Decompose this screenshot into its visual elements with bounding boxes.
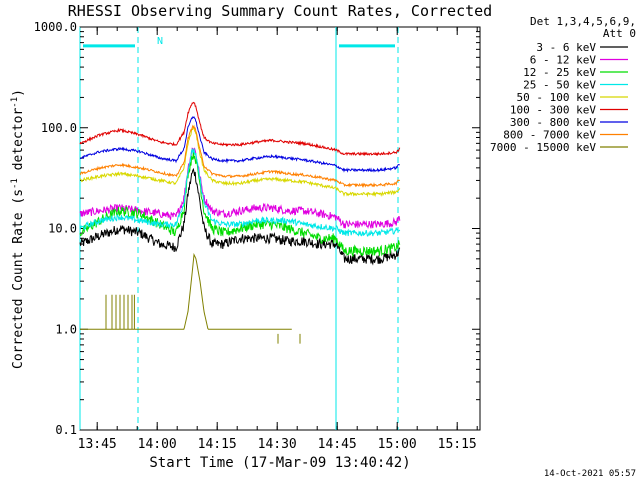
legend-label-5: 100 - 300 keV xyxy=(510,104,596,117)
x-tick-label-5: 15:00 xyxy=(378,437,417,452)
y-axis-label: Corrected Count Rate (s-1 detector-1) xyxy=(10,89,26,369)
series-line-5 xyxy=(79,101,401,157)
legend-label-6: 300 - 800 keV xyxy=(510,116,596,129)
night-saa-markers xyxy=(79,27,399,430)
legend-header-line1: Det 1,3,4,5,6,9, xyxy=(530,15,636,28)
y-axis-label-main: Corrected Count Rate (s xyxy=(11,189,26,369)
x-tick-labels: 13:45 14:00 14:15 14:30 14:45 15:00 15:15 xyxy=(78,437,477,452)
chart-title: RHESSI Observing Summary Count Rates, Co… xyxy=(68,2,492,20)
series-line-4 xyxy=(79,124,401,198)
axis-ticks xyxy=(80,26,480,431)
y-tick-label-1: 100.0 xyxy=(41,121,77,135)
plot-frame xyxy=(79,26,481,431)
legend-label-3: 25 - 50 keV xyxy=(523,79,596,92)
series-line-6 xyxy=(79,116,400,173)
legend-label-1: 6 - 12 keV xyxy=(530,54,597,67)
legend-label-2: 12 - 25 keV xyxy=(523,66,596,79)
y-tick-label-4: 0.1 xyxy=(55,423,77,437)
y-tick-label-3: 1.0 xyxy=(55,322,77,336)
series-line-2 xyxy=(79,150,401,258)
series-layer xyxy=(79,101,401,344)
series-line-3 xyxy=(79,148,401,237)
legend-label-7: 800 - 7000 keV xyxy=(503,129,596,142)
y-axis-label-end: ) xyxy=(11,89,26,97)
series-line-0 xyxy=(79,167,401,266)
y-axis-label-mid: detector xyxy=(11,108,26,179)
footer-date: 14-Oct-2021 05:57 xyxy=(544,469,636,479)
series-line-1 xyxy=(79,147,401,230)
series-line-7 xyxy=(79,124,401,188)
x-tick-label-1: 14:00 xyxy=(138,437,177,452)
x-tick-label-0: 13:45 xyxy=(78,437,117,452)
y-tick-label-2: 10.0 xyxy=(48,222,77,236)
x-tick-label-6: 15:15 xyxy=(438,437,477,452)
y-tick-labels: 1000.0 100.0 10.0 1.0 0.1 xyxy=(34,20,77,437)
y-axis-label-sup2: -1 xyxy=(10,97,20,108)
x-tick-label-2: 14:15 xyxy=(198,437,237,452)
x-tick-label-3: 14:30 xyxy=(258,437,297,452)
x-axis-label: Start Time (17-Mar-09 13:40:42) xyxy=(149,455,410,471)
night-flag-label: N xyxy=(157,36,163,47)
legend-label-4: 50 - 100 keV xyxy=(517,91,597,104)
legend-label-0: 3 - 6 keV xyxy=(536,41,596,54)
legend-header-line2: Att 0 xyxy=(603,27,636,40)
legend-label-8: 7000 - 15000 keV xyxy=(490,141,596,154)
x-tick-label-4: 14:45 xyxy=(318,437,357,452)
y-tick-label-0: 1000.0 xyxy=(34,20,77,34)
series-line-8 xyxy=(80,252,292,330)
y-axis-label-sup1: -1 xyxy=(10,178,20,189)
